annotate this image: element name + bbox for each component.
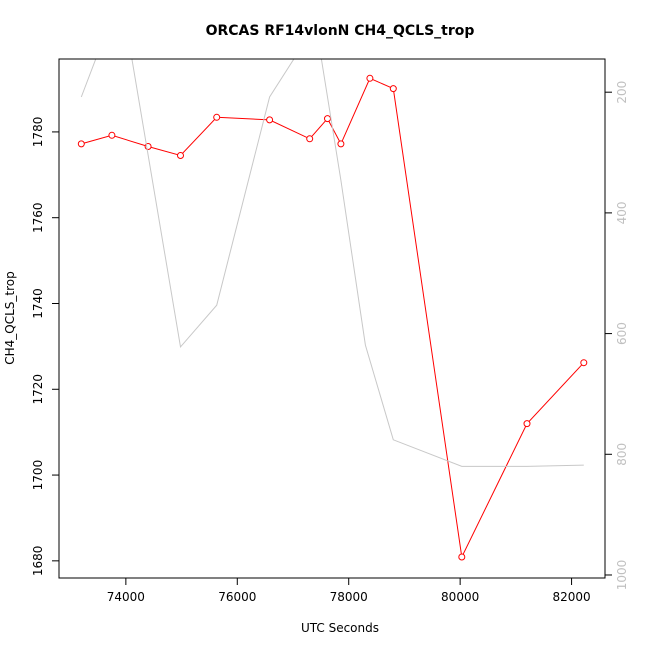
y2-tick-label: 200 bbox=[615, 81, 629, 104]
y2-tick-label: 1000 bbox=[615, 560, 629, 591]
y-tick-label: 1780 bbox=[31, 117, 45, 148]
y-axis: 1680 1700 1720 1740 1760 1780 bbox=[31, 117, 59, 576]
series-1-line bbox=[80, 59, 584, 467]
series-0-point bbox=[306, 135, 314, 143]
series-0-point bbox=[389, 85, 397, 93]
series-0-point bbox=[324, 115, 331, 123]
series-0-point bbox=[177, 152, 184, 159]
x-tick-label: 78000 bbox=[330, 590, 368, 604]
y-tick-label: 1760 bbox=[31, 202, 45, 233]
series-0-point bbox=[337, 140, 345, 148]
x-axis: 74000 76000 78000 80000 82000 bbox=[107, 577, 591, 604]
series-0-line bbox=[81, 77, 585, 559]
y-tick-label: 1700 bbox=[31, 460, 45, 491]
series-0-point bbox=[108, 131, 116, 139]
y2-tick-label: 800 bbox=[615, 443, 629, 466]
y-tick-label: 1740 bbox=[31, 288, 45, 319]
y2-axis: 200 400 600 800 1000 bbox=[605, 81, 629, 591]
y2-tick-label: 400 bbox=[615, 201, 629, 224]
series-0-point bbox=[213, 113, 221, 121]
x-tick-label: 76000 bbox=[218, 590, 256, 604]
plot-frame bbox=[58, 58, 606, 579]
x-tick-label: 80000 bbox=[441, 590, 479, 604]
chart-title: ORCAS RF14vlonN CH4_QCLS_trop bbox=[206, 23, 475, 39]
x-tick-label: 82000 bbox=[552, 590, 590, 604]
x-axis-label: UTC Seconds bbox=[301, 621, 379, 635]
series-0-point bbox=[580, 359, 588, 367]
series-0-point bbox=[458, 553, 466, 561]
y2-tick-label: 600 bbox=[615, 322, 629, 345]
x-tick-label: 74000 bbox=[107, 590, 145, 604]
series-0-point bbox=[366, 74, 374, 82]
series-0-point bbox=[266, 116, 274, 124]
series-0-point bbox=[77, 140, 85, 148]
y-tick-label: 1720 bbox=[31, 374, 45, 405]
y-tick-label: 1680 bbox=[31, 546, 45, 577]
series-0-point bbox=[523, 420, 531, 428]
y-axis-label: CH4_QCLS_trop bbox=[3, 271, 17, 365]
